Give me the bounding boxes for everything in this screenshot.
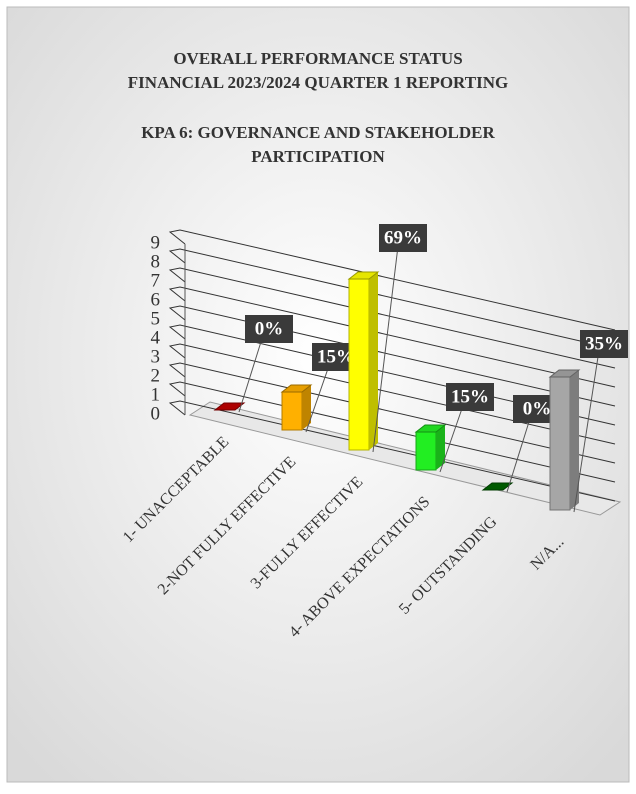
data-label: 35% bbox=[585, 333, 623, 354]
grid-line bbox=[168, 248, 616, 350]
grid-line bbox=[168, 343, 616, 445]
y-tick-label: 9 bbox=[151, 232, 161, 253]
y-tick-label: 2 bbox=[151, 365, 161, 386]
label-box bbox=[446, 383, 494, 411]
bar-front bbox=[549, 376, 571, 511]
bar bbox=[347, 271, 380, 451]
grid-line bbox=[168, 362, 616, 464]
bar-front bbox=[281, 391, 303, 431]
chart-title: FINANCIAL 2023/2024 QUARTER 1 REPORTING bbox=[128, 73, 508, 92]
bar-front bbox=[415, 431, 437, 471]
bar-side bbox=[302, 385, 311, 430]
bar bbox=[481, 482, 514, 491]
bar-top bbox=[414, 424, 447, 433]
bar-side bbox=[570, 370, 579, 510]
bar-front bbox=[348, 278, 370, 451]
bar-top bbox=[347, 271, 380, 280]
label-box bbox=[245, 315, 293, 343]
data-label: 0% bbox=[255, 318, 284, 339]
data-label: 15% bbox=[451, 386, 489, 407]
label-box bbox=[580, 330, 628, 358]
bar bbox=[280, 384, 313, 431]
y-tick-label: 6 bbox=[151, 289, 161, 310]
bar-side bbox=[369, 272, 378, 450]
bar bbox=[213, 402, 246, 411]
y-tick-label: 8 bbox=[151, 251, 161, 272]
y-tick-label: 4 bbox=[151, 327, 161, 348]
data-label: 0% bbox=[523, 398, 552, 419]
grid-line bbox=[168, 286, 616, 388]
bar-top bbox=[213, 402, 246, 411]
label-leader bbox=[573, 343, 601, 513]
grid-line bbox=[168, 324, 616, 426]
data-label: 69% bbox=[384, 227, 422, 248]
chart-subtitle: PARTICIPATION bbox=[251, 147, 385, 166]
data-label: 15% bbox=[317, 346, 355, 367]
grid-line bbox=[168, 381, 616, 483]
y-tick-label: 1 bbox=[151, 384, 161, 405]
bar bbox=[414, 424, 447, 471]
grid-line bbox=[168, 305, 616, 407]
y-tick-label: 7 bbox=[151, 270, 161, 291]
label-box bbox=[379, 224, 427, 252]
bar-top bbox=[548, 369, 581, 378]
grid-line bbox=[168, 400, 616, 502]
chart-title: OVERALL PERFORMANCE STATUS bbox=[173, 49, 462, 68]
bar-top bbox=[280, 384, 313, 393]
chart-subtitle: KPA 6: GOVERNANCE AND STAKEHOLDER bbox=[141, 123, 495, 142]
bar-side bbox=[436, 425, 445, 470]
bar bbox=[548, 369, 581, 511]
y-tick-label: 0 bbox=[151, 403, 161, 424]
grid-line bbox=[168, 229, 616, 331]
y-tick-label: 5 bbox=[151, 308, 161, 329]
grid-line bbox=[168, 267, 616, 369]
bar-top bbox=[481, 482, 514, 491]
label-leader bbox=[372, 237, 400, 453]
y-tick-label: 3 bbox=[151, 346, 161, 367]
